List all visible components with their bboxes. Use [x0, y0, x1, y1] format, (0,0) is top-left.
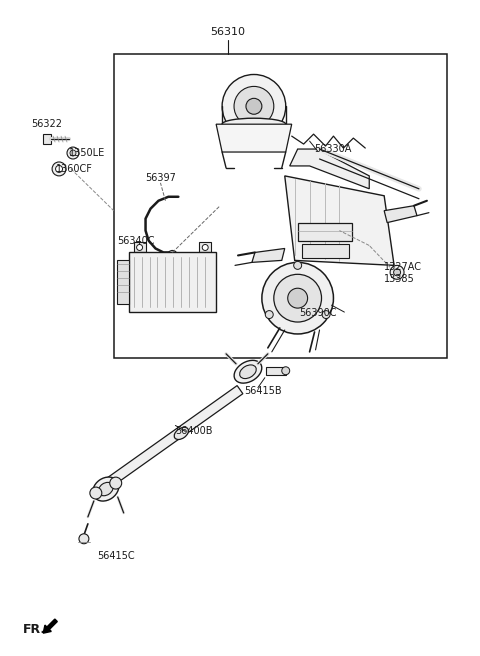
Bar — [114, 54, 447, 358]
Circle shape — [67, 147, 79, 159]
Circle shape — [79, 534, 89, 544]
Circle shape — [288, 288, 308, 308]
Polygon shape — [100, 386, 243, 491]
Bar — [298, 222, 352, 241]
Circle shape — [274, 274, 322, 322]
Circle shape — [56, 165, 62, 173]
Bar — [266, 367, 286, 375]
Circle shape — [202, 245, 208, 251]
Bar — [129, 253, 216, 312]
Text: 56397: 56397 — [145, 173, 177, 183]
Text: 56400B: 56400B — [175, 426, 213, 436]
Polygon shape — [384, 206, 417, 222]
Ellipse shape — [174, 427, 189, 440]
Circle shape — [246, 98, 262, 114]
Text: 56340C: 56340C — [117, 236, 154, 245]
Text: 56390C: 56390C — [300, 308, 337, 318]
Circle shape — [52, 162, 66, 176]
Bar — [199, 243, 211, 253]
Polygon shape — [290, 149, 369, 189]
Circle shape — [294, 261, 301, 270]
Ellipse shape — [234, 360, 262, 383]
Polygon shape — [252, 249, 285, 262]
Circle shape — [222, 75, 286, 138]
Text: 1360CF: 1360CF — [56, 164, 93, 174]
Text: FR.: FR. — [23, 623, 47, 636]
Ellipse shape — [98, 482, 113, 496]
Circle shape — [265, 310, 273, 319]
Text: 56415C: 56415C — [97, 550, 134, 561]
Text: 56310: 56310 — [211, 27, 246, 37]
Circle shape — [282, 367, 290, 375]
Polygon shape — [216, 124, 292, 152]
Bar — [133, 243, 145, 253]
Circle shape — [168, 251, 178, 260]
Text: 56322: 56322 — [31, 119, 62, 129]
Polygon shape — [285, 176, 394, 266]
Circle shape — [394, 269, 401, 276]
Circle shape — [234, 87, 274, 126]
Circle shape — [90, 487, 102, 499]
FancyArrow shape — [43, 619, 57, 633]
Text: 13385: 13385 — [384, 274, 415, 284]
Polygon shape — [43, 134, 51, 144]
Ellipse shape — [93, 477, 119, 501]
Text: 1327AC: 1327AC — [384, 262, 422, 272]
Ellipse shape — [240, 365, 256, 379]
Circle shape — [390, 266, 404, 279]
Text: 1350LE: 1350LE — [69, 148, 105, 158]
Ellipse shape — [222, 118, 286, 130]
Circle shape — [262, 262, 334, 334]
Circle shape — [70, 150, 76, 156]
Bar — [301, 245, 349, 258]
Text: 56330A: 56330A — [314, 144, 352, 154]
Bar — [117, 260, 129, 304]
Circle shape — [322, 310, 330, 319]
Circle shape — [110, 477, 122, 489]
Text: 56415B: 56415B — [244, 386, 282, 396]
Circle shape — [137, 245, 143, 251]
